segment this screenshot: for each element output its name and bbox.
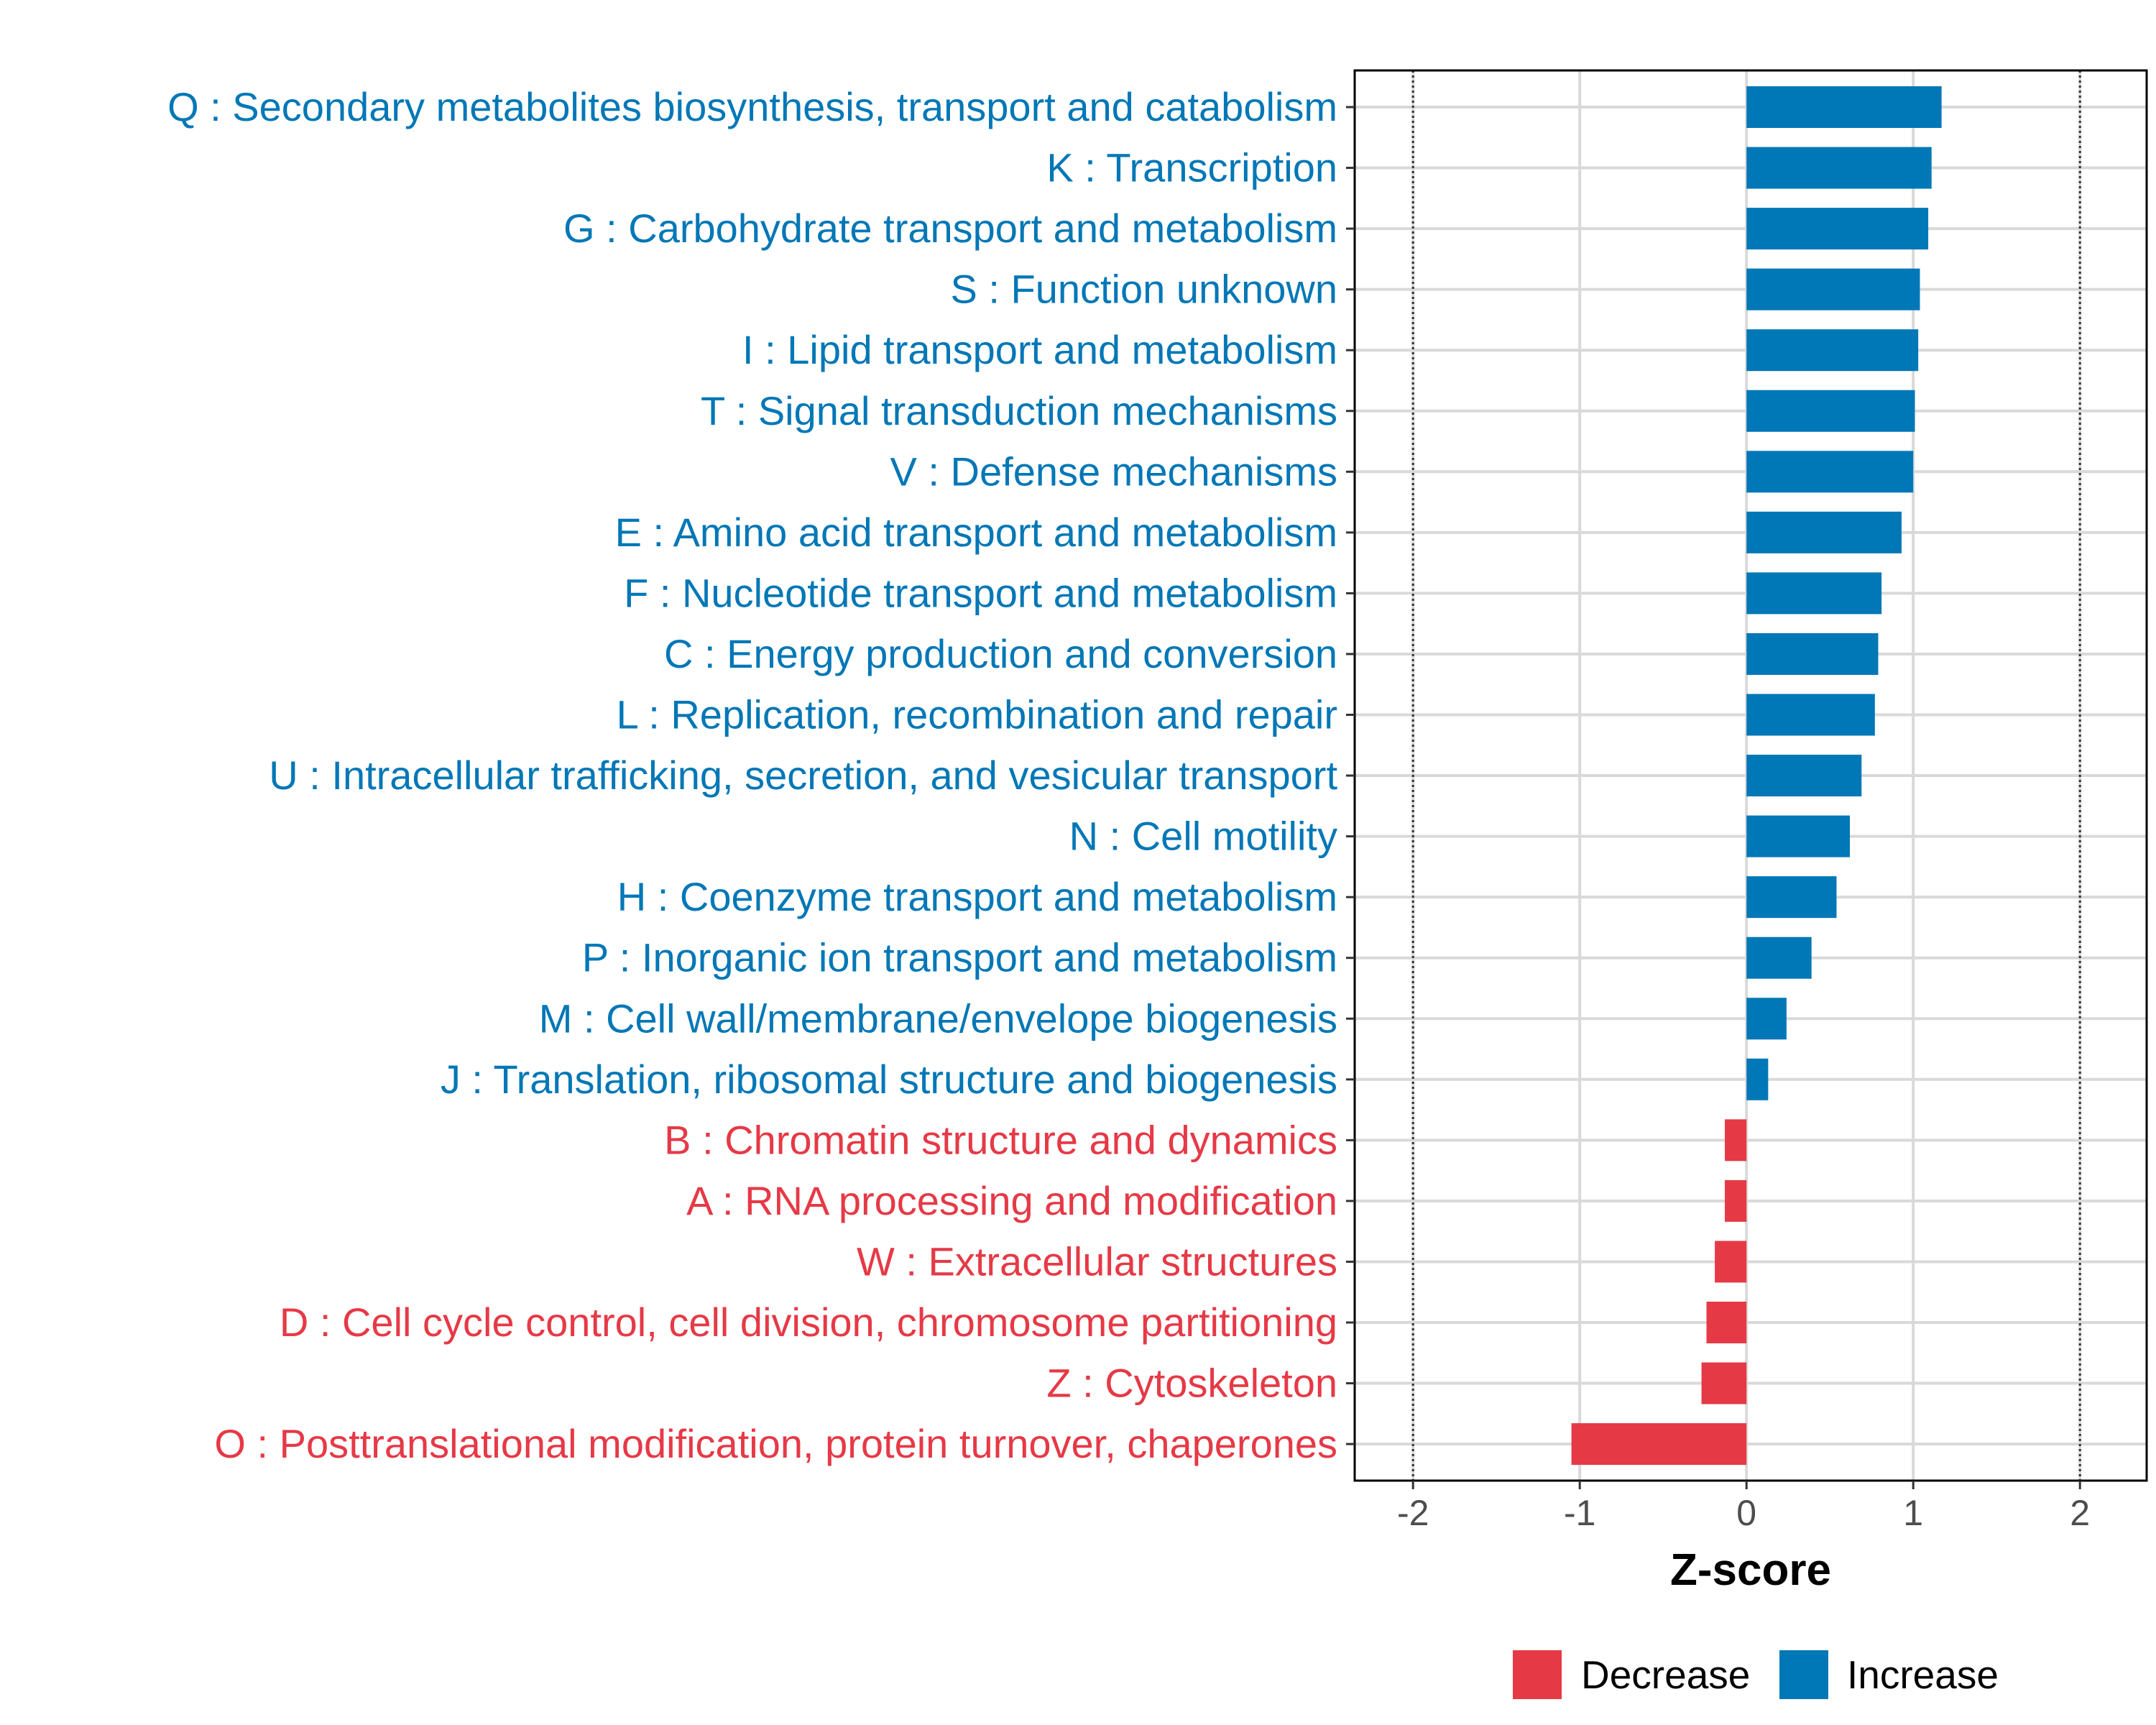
x-tick-label: 0	[1736, 1493, 1756, 1533]
x-tick-label: -1	[1564, 1493, 1595, 1533]
x-tick-label: 2	[2070, 1493, 2090, 1533]
bar-a	[1725, 1179, 1747, 1222]
category-label: W : Extracellular structures	[857, 1238, 1337, 1284]
category-label: U : Intracellular trafficking, secretion…	[269, 753, 1337, 798]
bar-h	[1746, 876, 1837, 919]
bar-v	[1746, 451, 1914, 493]
bar-j	[1746, 1058, 1769, 1100]
category-label: C : Energy production and conversion	[664, 631, 1337, 676]
category-label: L : Replication, recombination and repai…	[617, 692, 1337, 737]
bar-u	[1746, 755, 1862, 797]
bar-n	[1746, 815, 1851, 857]
category-label: M : Cell wall/membrane/envelope biogenes…	[539, 995, 1337, 1041]
category-label: J : Translation, ribosomal structure and…	[441, 1057, 1337, 1102]
bar-t	[1746, 390, 1915, 432]
category-label: O : Posttranslational modification, prot…	[214, 1421, 1337, 1466]
legend-label-decrease: Decrease	[1581, 1652, 1750, 1697]
category-label: F : Nucleotide transport and metabolism	[624, 570, 1337, 615]
category-label: T : Signal transduction mechanisms	[701, 388, 1337, 433]
x-tick-label: -2	[1397, 1493, 1429, 1533]
category-label: Z : Cytoskeleton	[1046, 1361, 1337, 1406]
bar-l	[1746, 694, 1875, 736]
bar-z	[1701, 1362, 1747, 1404]
bar-w	[1715, 1241, 1747, 1283]
category-label: N : Cell motility	[1069, 814, 1337, 859]
category-label: H : Coenzyme transport and metabolism	[617, 874, 1337, 919]
category-label: Q : Secondary metabolites biosynthesis, …	[167, 84, 1337, 129]
category-label: D : Cell cycle control, cell division, c…	[280, 1300, 1337, 1345]
category-label: A : RNA processing and modification	[686, 1178, 1337, 1223]
category-label: I : Lipid transport and metabolism	[742, 327, 1337, 372]
bar-b	[1725, 1119, 1747, 1162]
bar-p	[1746, 937, 1812, 979]
category-label: V : Defense mechanisms	[890, 448, 1337, 494]
category-label: K : Transcription	[1046, 145, 1337, 190]
x-axis-title: Z-score	[1670, 1545, 1831, 1595]
bar-c	[1746, 632, 1879, 675]
x-tick-label: 1	[1903, 1493, 1923, 1533]
category-label: S : Function unknown	[950, 267, 1337, 312]
bar-s	[1746, 268, 1920, 310]
bar-q	[1746, 86, 1942, 128]
bar-g	[1746, 208, 1929, 250]
bar-f	[1746, 572, 1882, 615]
category-label: G : Carbohydrate transport and metabolis…	[563, 206, 1337, 251]
bar-d	[1706, 1302, 1747, 1343]
bar-i	[1746, 329, 1919, 372]
category-label: P : Inorganic ion transport and metaboli…	[582, 935, 1337, 980]
bar-o	[1571, 1423, 1747, 1466]
category-label: B : Chromatin structure and dynamics	[664, 1117, 1337, 1162]
bar-m	[1746, 998, 1787, 1040]
bar-k	[1746, 147, 1932, 189]
category-label: E : Amino acid transport and metabolism	[615, 510, 1337, 555]
legend-key-increase	[1779, 1650, 1828, 1699]
legend-key-decrease	[1513, 1650, 1562, 1699]
legend-label-increase: Increase	[1847, 1652, 1999, 1697]
bar-e	[1746, 511, 1902, 553]
